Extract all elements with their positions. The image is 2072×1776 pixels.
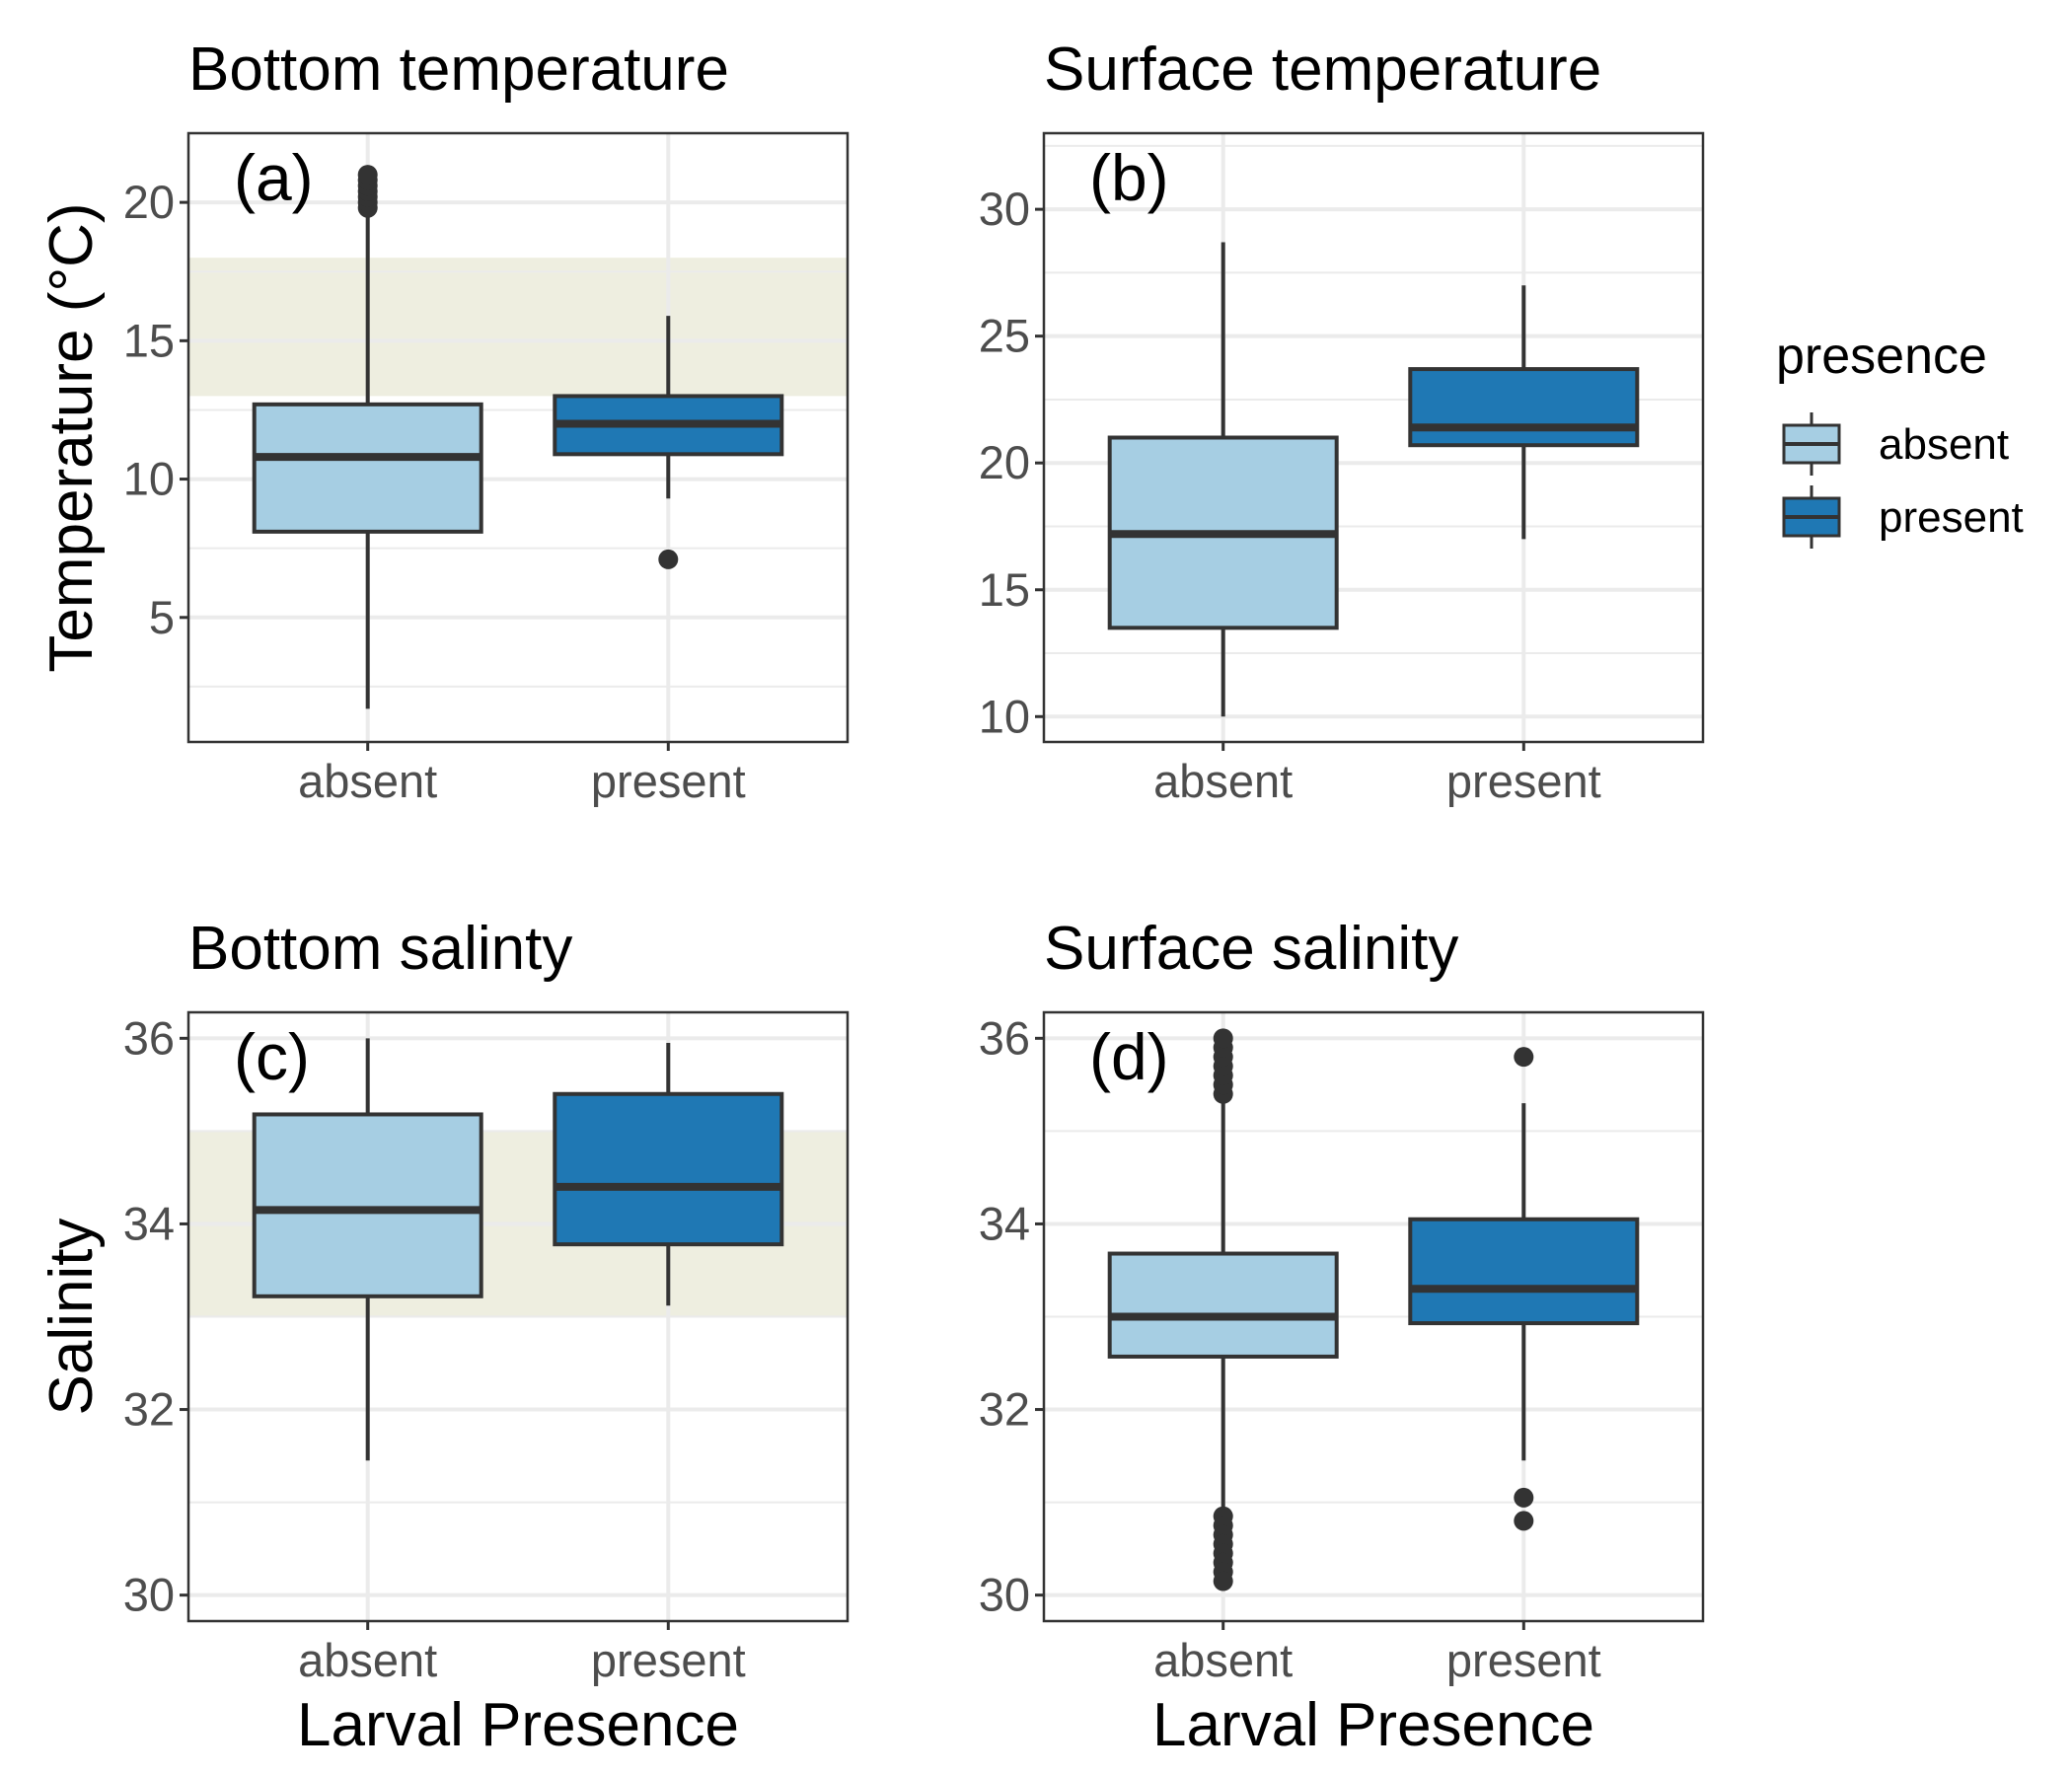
legend-title: presence xyxy=(1776,328,1987,385)
y-tick-label: 5 xyxy=(149,591,175,643)
legend: presence absent present xyxy=(1776,328,2024,549)
x-tick-label: present xyxy=(1446,1634,1601,1686)
y-tick-label: 32 xyxy=(123,1383,175,1436)
y-tick-label: 20 xyxy=(123,176,175,228)
panel-title: Surface salinity xyxy=(1044,915,1458,983)
panel-border xyxy=(1042,1010,1705,1623)
panel-border xyxy=(186,131,850,744)
y-tick-label: 10 xyxy=(979,690,1030,742)
outlier-point xyxy=(357,165,378,185)
outlier-point xyxy=(1514,1047,1534,1068)
panel-title: Bottom salinty xyxy=(188,915,572,983)
box-present xyxy=(1408,1217,1640,1326)
y-tick-label: 36 xyxy=(979,1011,1030,1064)
outlier-point xyxy=(1514,1487,1534,1508)
box-present xyxy=(553,1091,784,1247)
y-tick-label: 15 xyxy=(123,314,175,366)
panel-tag: (a) xyxy=(234,141,314,214)
panel-top-right: 10 15 20 25 30 absent present Surface temperatu… xyxy=(979,36,1705,807)
box-absent xyxy=(252,1112,483,1298)
x-tick-label: absent xyxy=(1153,755,1293,807)
y-tick-label: 34 xyxy=(123,1197,175,1249)
x-axis-title: Larval Presence xyxy=(297,1691,739,1759)
y-tick-label: 36 xyxy=(123,1011,175,1064)
legend-label: present xyxy=(1879,493,2024,542)
outlier-point xyxy=(658,549,679,569)
x-tick-label: absent xyxy=(298,1634,437,1686)
box-present xyxy=(1408,367,1640,448)
x-tick-label: absent xyxy=(298,755,437,807)
panel-tag: (c) xyxy=(234,1020,310,1093)
x-tick-label: present xyxy=(1446,755,1601,807)
x-tick-label: present xyxy=(591,755,746,807)
panel-tag: (d) xyxy=(1089,1020,1169,1093)
panel-border xyxy=(186,1010,850,1623)
box-absent xyxy=(1107,1251,1339,1359)
x-tick-label: present xyxy=(591,1634,746,1686)
y-axis-title: Salinity xyxy=(37,1219,106,1416)
panel-bottom-right: 30 32 34 36 absent present Surface salinity (d)… xyxy=(979,915,1705,1759)
panel-border xyxy=(1042,131,1705,744)
outlier-point xyxy=(1514,1511,1534,1531)
y-tick-label: 34 xyxy=(979,1197,1030,1249)
outlier-point xyxy=(1213,1571,1233,1591)
panel-top-left: 5 10 15 20 absent present Bottom temperature (a… xyxy=(37,36,850,807)
y-axis-title: Temperature (°C) xyxy=(37,202,106,672)
y-tick-label: 30 xyxy=(979,183,1030,235)
panel-tag: (b) xyxy=(1089,141,1169,214)
x-axis-title: Larval Presence xyxy=(1152,1691,1594,1759)
legend-label: absent xyxy=(1879,420,2009,469)
optimal-range-band xyxy=(188,258,848,397)
y-tick-label: 25 xyxy=(979,310,1030,362)
panel-bottom-left: 30 32 34 36 absent present Bottom salinty (c) Sa… xyxy=(37,915,850,1759)
panel-title: Surface temperature xyxy=(1044,36,1601,104)
x-tick-label: absent xyxy=(1153,1634,1293,1686)
y-tick-label: 20 xyxy=(979,436,1030,488)
y-tick-label: 10 xyxy=(123,453,175,505)
y-tick-label: 30 xyxy=(123,1569,175,1621)
y-tick-label: 30 xyxy=(979,1569,1030,1621)
outlier-point xyxy=(1213,1028,1233,1049)
box-absent xyxy=(252,402,483,534)
y-tick-label: 15 xyxy=(979,563,1030,616)
panel-title: Bottom temperature xyxy=(188,36,729,104)
y-tick-label: 32 xyxy=(979,1383,1030,1436)
